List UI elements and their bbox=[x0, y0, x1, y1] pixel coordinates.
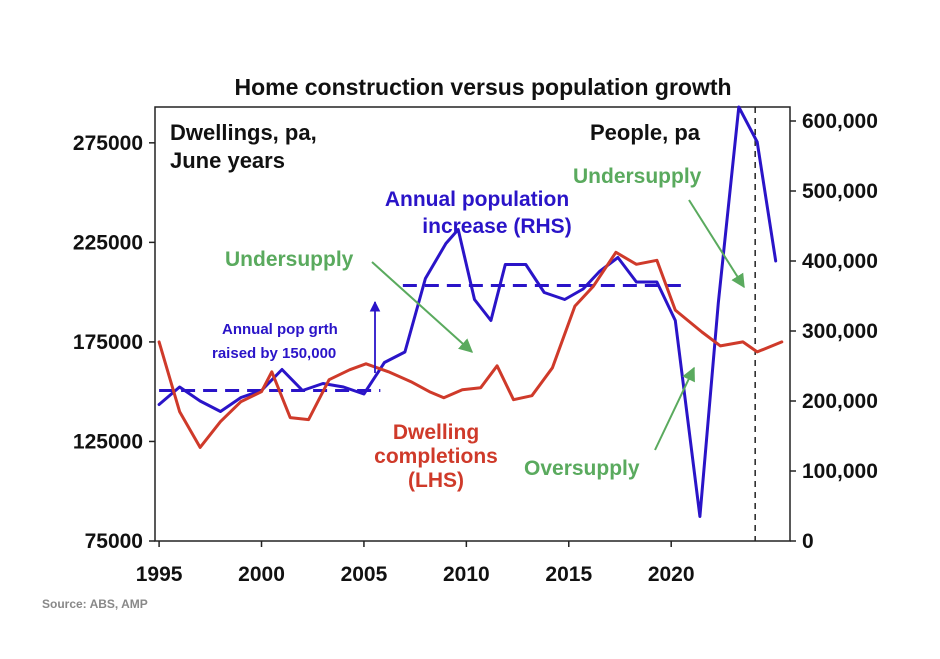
right-tick-label: 300,000 bbox=[802, 320, 878, 343]
left-tick-label: 125000 bbox=[73, 430, 143, 453]
pop-raise-line-2: raised by 150,000 bbox=[212, 345, 336, 362]
x-axis-ticks: 1995 2000 2005 2010 2015 2020 bbox=[136, 541, 695, 586]
left-tick-label: 225000 bbox=[73, 231, 143, 254]
x-tick-label: 1995 bbox=[136, 563, 183, 586]
right-tick-label: 600,000 bbox=[802, 110, 878, 133]
right-tick-label: 100,000 bbox=[802, 460, 878, 483]
x-tick-label: 2015 bbox=[545, 563, 592, 586]
plot-frame bbox=[154, 106, 791, 542]
population-annotation-line-2: increase (RHS) bbox=[422, 215, 571, 238]
undersupply-arrow-2 bbox=[688, 199, 745, 289]
undersupply-label-1: Undersupply bbox=[225, 248, 354, 271]
chart-title: Home construction versus population grow… bbox=[234, 74, 731, 100]
right-tick-label: 0 bbox=[802, 530, 814, 553]
series-lines bbox=[157, 105, 784, 518]
oversupply-arrow bbox=[654, 366, 695, 451]
oversupply-label: Oversupply bbox=[524, 457, 640, 480]
population-annotation-line-1: Annual population bbox=[385, 188, 569, 211]
dwellings-annotation-line-3: (LHS) bbox=[408, 469, 464, 492]
left-axis-ticks: 75000 125000 175000 225000 275000 bbox=[73, 132, 155, 553]
right-axis-ticks: 0 100,000 200,000 300,000 400,000 500,000 600,… bbox=[790, 110, 878, 553]
left-tick-label: 75000 bbox=[85, 530, 143, 553]
right-tick-label: 400,000 bbox=[802, 250, 878, 273]
dwellings-series-line bbox=[157, 250, 784, 449]
x-tick-label: 2010 bbox=[443, 563, 490, 586]
right-axis-label: People, pa bbox=[590, 120, 701, 145]
left-axis-label-line-2: June years bbox=[170, 148, 285, 173]
x-tick-label: 2020 bbox=[648, 563, 695, 586]
left-tick-label: 175000 bbox=[73, 331, 143, 354]
left-tick-label: 275000 bbox=[73, 132, 143, 155]
undersupply-label-2: Undersupply bbox=[573, 165, 702, 188]
reference-lines bbox=[159, 107, 756, 541]
dwellings-annotation-line-2: completions bbox=[374, 445, 498, 468]
population-series-line bbox=[157, 105, 778, 518]
dwellings-annotation-line-1: Dwelling bbox=[393, 421, 479, 444]
undersupply-arrow-1 bbox=[371, 261, 474, 353]
x-tick-label: 2000 bbox=[238, 563, 285, 586]
right-tick-label: 500,000 bbox=[802, 180, 878, 203]
pop-raise-line-1: Annual pop grth bbox=[222, 321, 338, 338]
right-tick-label: 200,000 bbox=[802, 390, 878, 413]
x-tick-label: 2005 bbox=[341, 563, 388, 586]
source-note: Source: ABS, AMP bbox=[42, 597, 148, 611]
left-axis-label-line-1: Dwellings, pa, bbox=[170, 120, 317, 145]
